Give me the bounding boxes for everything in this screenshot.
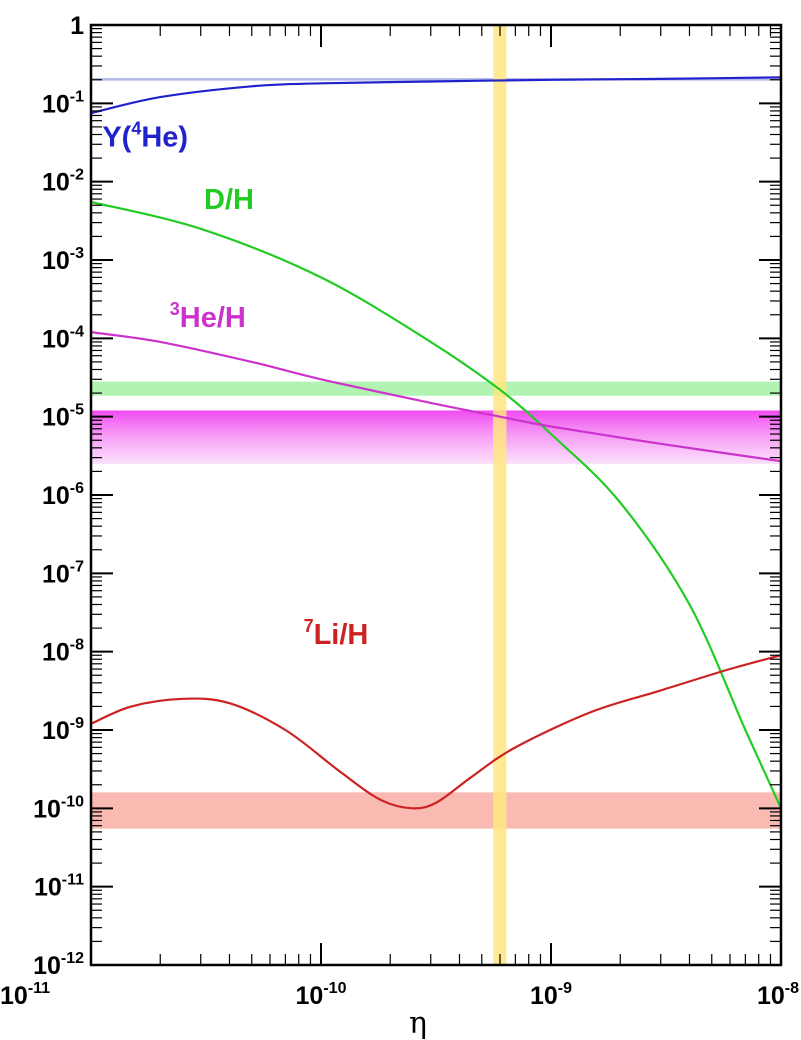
y-axis-tick-labels: 110-110-210-310-410-510-610-710-810-910-… <box>33 12 84 980</box>
y-tick-label: 10-2 <box>42 167 84 197</box>
li7-label: 7Li/H <box>304 616 369 651</box>
y-tick-exponent: -7 <box>70 558 84 575</box>
y-tick-label: 10-3 <box>42 245 84 275</box>
y-tick-label: 10-5 <box>42 402 84 432</box>
x-tick-exponent: -8 <box>785 980 799 997</box>
x-tick-base: 10 <box>0 982 28 1010</box>
y-tick-exponent: -4 <box>70 323 84 340</box>
measurement-bands <box>91 25 781 965</box>
eta-band <box>493 25 507 965</box>
x-tick-base: 10 <box>757 982 785 1010</box>
y-tick-base: 10 <box>34 874 62 902</box>
he3-curve <box>91 331 781 463</box>
y-tick-exponent: -9 <box>70 715 84 732</box>
x-tick-exponent: -9 <box>558 980 572 997</box>
y-tick-label: 10-7 <box>42 558 84 588</box>
y-tick-exponent: -2 <box>70 167 84 184</box>
he3-band <box>91 410 781 464</box>
y-tick-label: 10-6 <box>42 480 84 510</box>
x-tick-base: 10 <box>296 982 324 1010</box>
li7-curve <box>91 654 781 810</box>
y-tick-exponent: -12 <box>61 950 84 967</box>
x-tick-exponent: -10 <box>323 980 346 997</box>
x-tick-base: 10 <box>530 982 558 1010</box>
y-tick-exponent: -8 <box>70 637 84 654</box>
he4-label-superscript: 4 <box>131 119 141 139</box>
he3-label: 3He/H <box>170 299 246 334</box>
y-tick-label: 10-12 <box>33 950 84 980</box>
dh-label: D/H <box>204 184 254 216</box>
y-tick-base: 10 <box>42 560 70 588</box>
y-tick-base: 10 <box>42 247 70 275</box>
abundance-curves <box>91 76 781 810</box>
x-tick-exponent: -11 <box>28 980 50 997</box>
y-tick-label: 1 <box>70 12 84 40</box>
dh-label-text: D/H <box>204 184 254 216</box>
series-labels: Y(4He) D/H 3He/H 7Li/H <box>102 119 368 651</box>
y-tick-base: 10 <box>42 404 70 432</box>
y-tick-base: 10 <box>42 90 70 118</box>
li7-label-rest: Li/H <box>314 619 369 651</box>
x-tick-label: 10-9 <box>530 980 572 1010</box>
y-tick-label: 10-9 <box>42 715 84 745</box>
y-tick-base: 10 <box>42 482 70 510</box>
plot-frame <box>89 23 783 967</box>
y-tick-base: 10 <box>42 325 70 353</box>
y-tick-base: 1 <box>70 12 84 40</box>
he4-label: Y(4He) <box>102 119 188 154</box>
y-tick-exponent: -11 <box>62 872 84 889</box>
dh-band <box>91 381 781 396</box>
y-tick-base: 10 <box>42 639 70 667</box>
y-tick-exponent: -1 <box>70 88 84 105</box>
x-axis-tick-labels: 10-11 10-10 10-9 10-8 <box>0 980 799 1010</box>
y-tick-label: 10-1 <box>42 88 84 118</box>
y-tick-exponent: -5 <box>70 402 84 419</box>
y-tick-label: 10-4 <box>42 323 84 353</box>
y-tick-base: 10 <box>33 795 61 823</box>
y-tick-base: 10 <box>42 717 70 745</box>
x-tick-label: 10-10 <box>296 980 347 1010</box>
x-axis-label: η <box>409 1006 427 1040</box>
y-tick-label: 10-10 <box>33 793 84 823</box>
y-tick-exponent: -3 <box>70 245 84 262</box>
y-tick-label: 10-8 <box>42 637 84 667</box>
y-tick-label: 10-11 <box>34 872 84 902</box>
x-tick-label: 10-8 <box>757 980 799 1010</box>
he4-label-rest: He) <box>141 122 188 154</box>
he4-band <box>91 78 781 81</box>
he3-label-superscript: 3 <box>170 299 180 319</box>
y-tick-base: 10 <box>42 169 70 197</box>
li7-label-superscript: 7 <box>304 616 314 636</box>
he4-label-text: Y( <box>102 122 131 154</box>
dh-curve <box>91 200 781 809</box>
y-tick-exponent: -6 <box>70 480 84 497</box>
y-tick-exponent: -10 <box>61 793 84 810</box>
axis-ticks <box>90 24 782 966</box>
he4-curve <box>91 76 781 115</box>
li7-band <box>91 792 781 829</box>
y-tick-base: 10 <box>33 952 61 980</box>
x-tick-label: 10-11 <box>0 980 50 1010</box>
he3-label-rest: He/H <box>180 302 246 334</box>
